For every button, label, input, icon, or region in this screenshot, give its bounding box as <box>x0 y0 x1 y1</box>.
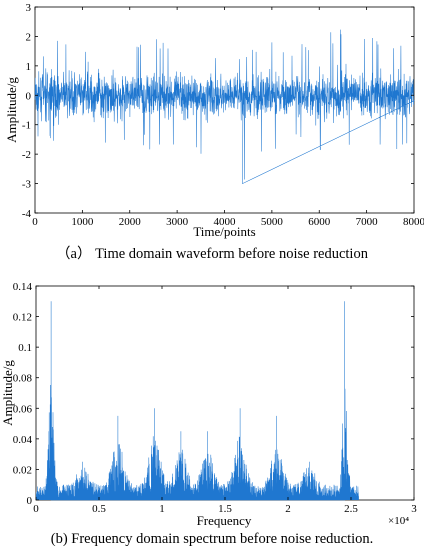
chart-a-y-tick-label: 3 <box>26 2 32 14</box>
chart-b-y-tick-label: 0 <box>27 495 33 507</box>
chart-b-x-multiplier: ×10⁴ <box>388 515 409 527</box>
chart-a-caption: （a） Time domain waveform before noise re… <box>56 245 369 262</box>
chart-a-x-tick-label: 8000 <box>403 216 424 228</box>
chart-a-series-line <box>34 29 415 185</box>
chart-a-x-tick-label: 0 <box>32 216 38 228</box>
chart-b-x-tick-label: 1 <box>159 503 165 515</box>
chart-b-ylabel: Amplitude/g <box>0 360 15 426</box>
chart-b-y-tick-label: 0.1 <box>18 342 32 354</box>
chart-b-y-tick-label: 0.04 <box>13 434 33 446</box>
chart-a: 0 1000 2000 3000 4000 5000 6000 7000 8000 -4 -3 -2… <box>4 2 424 262</box>
chart-b-x-tick-label: 3 <box>411 503 417 515</box>
chart-a-y-tick-label: -4 <box>22 208 32 220</box>
chart-a-x-tick-label: 3000 <box>166 216 189 228</box>
chart-b-y-tick-label: 0.06 <box>13 403 33 415</box>
chart-a-x-tick-label: 4000 <box>214 216 237 228</box>
chart-b-x-tick-label: 1.5 <box>218 503 232 515</box>
chart-a-x-ticks: 0 1000 2000 3000 4000 5000 6000 7000 8000 <box>32 7 424 228</box>
chart-a-y-tick-label: -2 <box>22 149 31 161</box>
chart-b-x-tick-label: 2 <box>285 503 291 515</box>
chart-b-y-tick-label: 0.02 <box>13 464 32 476</box>
chart-a-ylabel: Amplitude/g <box>4 77 19 143</box>
chart-a-y-tick-label: 2 <box>26 31 32 43</box>
chart-a-y-tick-label: 1 <box>26 61 32 73</box>
chart-a-x-tick-label: 1000 <box>71 216 94 228</box>
chart-b-frame <box>35 285 415 501</box>
chart-b-y-tick-label: 0.14 <box>13 281 33 293</box>
chart-a-frame <box>34 6 415 214</box>
chart-a-xlabel: Time/points <box>193 224 255 239</box>
chart-a-y-tick-label: -1 <box>22 120 31 132</box>
chart-b-y-ticks: 0 0.02 0.04 0.06 0.08 0.1 0.12 0.14 <box>13 281 414 507</box>
chart-b-x-tick-label: 0 <box>33 503 39 515</box>
chart-a-x-tick-label: 7000 <box>356 216 379 228</box>
chart-b-y-tick-label: 0.12 <box>13 312 32 324</box>
chart-b: 0 0.5 1 1.5 2 2.5 3 0 0.02 0.04 0.06 0.08 0.1 0.12 0.… <box>0 281 417 547</box>
chart-b-y-tick-label: 0.08 <box>13 373 33 385</box>
chart-b-x-ticks: 0 0.5 1 1.5 2 2.5 3 <box>33 286 417 515</box>
chart-a-x-tick-label: 2000 <box>119 216 142 228</box>
chart-a-y-tick-label: -3 <box>22 179 32 191</box>
chart-b-xlabel: Frequency <box>197 513 252 528</box>
chart-b-x-tick-label: 2.5 <box>344 503 358 515</box>
chart-b-caption: (b) Frequency domain spectrum before noi… <box>51 531 374 547</box>
chart-a-x-tick-label: 6000 <box>308 216 331 228</box>
chart-a-y-tick-label: 0 <box>26 90 32 102</box>
chart-a-y-ticks: -4 -3 -2 -1 0 1 2 3 <box>22 2 414 220</box>
chart-b-x-tick-label: 0.5 <box>92 503 106 515</box>
chart-a-x-tick-label: 5000 <box>261 216 284 228</box>
chart-b-series-line <box>35 301 359 501</box>
